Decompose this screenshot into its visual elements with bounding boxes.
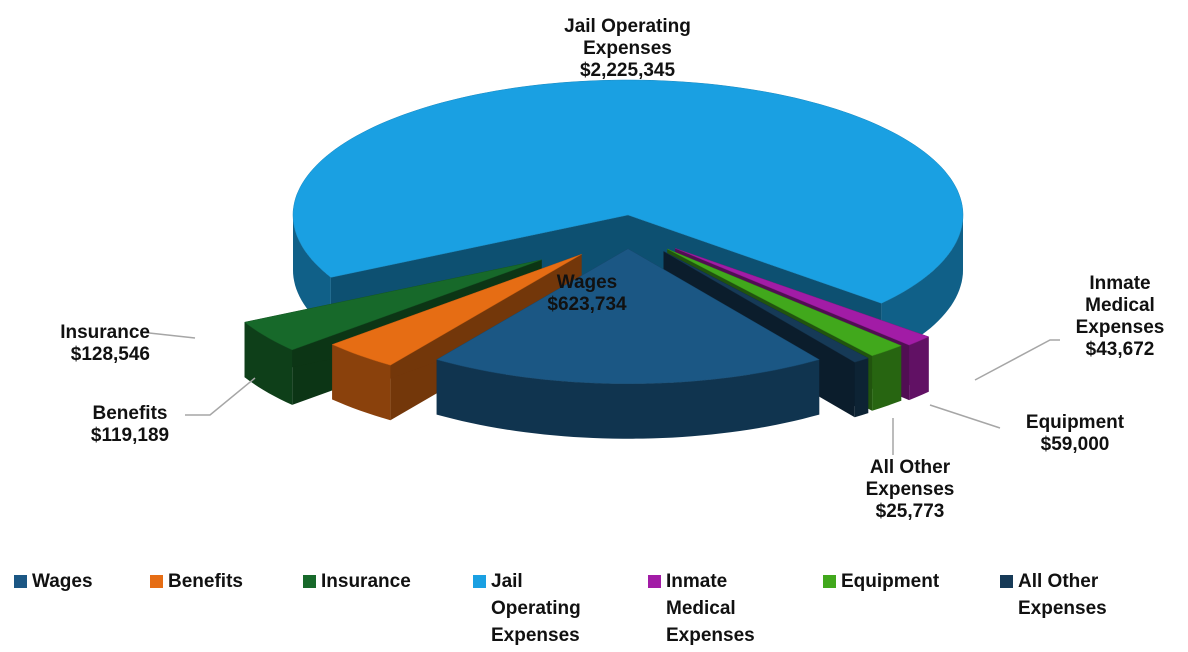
slice [244,259,542,351]
data-label-name: Wages [556,272,618,293]
legend-item: Equipment [823,568,993,595]
slice [663,251,869,363]
legend-item: Insurance [303,568,468,595]
slice [675,248,930,346]
legend-item: Inmate Medical Expenses [648,568,798,649]
slice-side [244,259,542,378]
data-label: Benefits $119,189 [60,403,200,447]
legend-swatch [150,575,163,588]
data-label: All Other Expenses $25,773 [840,457,980,523]
slice-edge [436,359,820,439]
legend-label: Wages [32,571,93,592]
leader-line [139,331,196,339]
legend-label: All Other Expenses [1018,571,1107,619]
slice-edge [293,215,331,333]
slice-edge [881,215,963,359]
legend-swatch [473,575,486,588]
slices [244,79,964,439]
data-label-name: Inmate Medical Expenses [1075,273,1165,338]
data-label-value: $119,189 [90,425,170,446]
legend-swatch [14,575,27,588]
data-label-name: Jail Operating Expenses [564,16,691,59]
data-label-name: Benefits [92,403,168,424]
leader-line [929,404,1001,429]
data-label-value: $43,672 [1085,339,1155,360]
data-label-value: $59,000 [1040,434,1110,455]
legend-item: All Other Expenses [1000,568,1150,622]
slice [436,248,820,384]
legend-swatch [1000,575,1013,588]
legend-item: Jail Operating Expenses [473,568,623,649]
slice-edge [854,358,869,418]
legend-label: Equipment [841,571,940,592]
slice-edge [244,322,293,405]
data-label: Wages $623,734 [517,272,657,316]
slice-edge [332,344,391,421]
data-label: Inmate Medical Expenses $43,672 [1060,273,1180,361]
leader-line [974,339,1060,381]
legend-label: Jail Operating Expenses [491,571,581,646]
legend-label: Benefits [168,571,243,592]
slice [667,248,902,357]
legend-item: Benefits [150,568,295,595]
data-label-value: $25,773 [875,501,945,522]
slice [331,254,582,366]
legend-swatch [648,575,661,588]
data-label: Insurance $128,546 [0,322,150,366]
legend-item: Wages [14,568,144,595]
data-label-value: $2,225,345 [579,60,676,81]
legend-label: Inmate Medical Expenses [666,571,755,646]
slice [292,79,964,304]
data-label-value: $128,546 [70,344,150,365]
slice-edge [872,345,902,411]
data-label: Jail Operating Expenses $2,225,345 [555,16,700,82]
legend-swatch [303,575,316,588]
leader-line [185,377,256,416]
data-label-name: All Other Expenses [865,457,955,500]
data-label: Equipment $59,000 [1010,412,1140,456]
data-label-value: $623,734 [547,294,627,315]
data-label-name: Insurance [60,322,150,343]
data-label-name: Equipment [1025,412,1125,433]
legend-label: Insurance [321,571,411,592]
legend-swatch [823,575,836,588]
slice-edge [909,336,929,401]
